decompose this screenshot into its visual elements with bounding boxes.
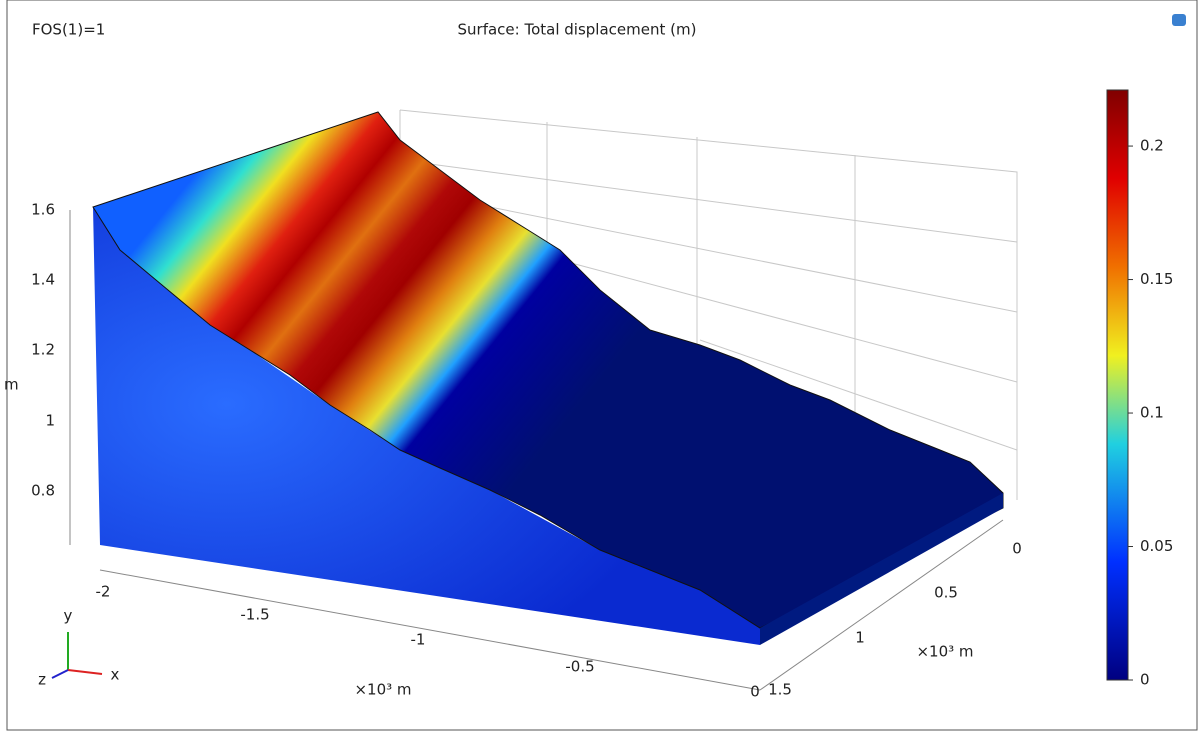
- x-tick-label: -0.5: [565, 658, 594, 676]
- colorbar-tick-label: 0.1: [1140, 404, 1164, 422]
- colorbar-tick-label: 0.2: [1140, 137, 1164, 155]
- y-tick-label: 0: [1012, 540, 1022, 558]
- colorbar-tick-label: 0.15: [1140, 270, 1173, 288]
- y-tick-label: 0.5: [934, 584, 958, 602]
- plot-label: FOS(1)=1: [32, 21, 105, 39]
- colorbar-tick-label: 0: [1140, 671, 1150, 689]
- slope-side: [760, 493, 1003, 645]
- y-tick-label: 1.5: [768, 681, 792, 699]
- triad-y: y: [64, 607, 73, 625]
- x-tick-label: -2: [96, 583, 111, 601]
- z-axis-label: m: [4, 376, 19, 394]
- toolbar-icon[interactable]: [1172, 14, 1186, 26]
- x-tick-label: 0: [750, 683, 760, 701]
- slope-front-face: [93, 207, 760, 645]
- colorbar: [1106, 89, 1129, 681]
- z-tick-label: 1: [45, 412, 55, 430]
- colorbar-tick-label: 0.05: [1140, 537, 1173, 555]
- plot-title: Surface: Total displacement (m): [458, 21, 697, 39]
- triad-x: x: [111, 666, 120, 684]
- z-tick-label: 1.4: [31, 271, 55, 289]
- z-tick-label: 0.8: [31, 482, 55, 500]
- x-tick-label: -1.5: [240, 606, 269, 624]
- x-tick-label: -1: [411, 631, 426, 649]
- triad-z: z: [38, 671, 46, 689]
- axes-triad: y x z: [38, 607, 119, 689]
- frame: [6, 0, 1198, 731]
- y-axis-unit: ×10³ m: [916, 643, 973, 661]
- x-axis-unit: ×10³ m: [354, 681, 411, 699]
- y-tick-label: 1: [855, 629, 865, 647]
- z-tick-label: 1.6: [31, 201, 55, 219]
- z-tick-label: 1.2: [31, 341, 55, 359]
